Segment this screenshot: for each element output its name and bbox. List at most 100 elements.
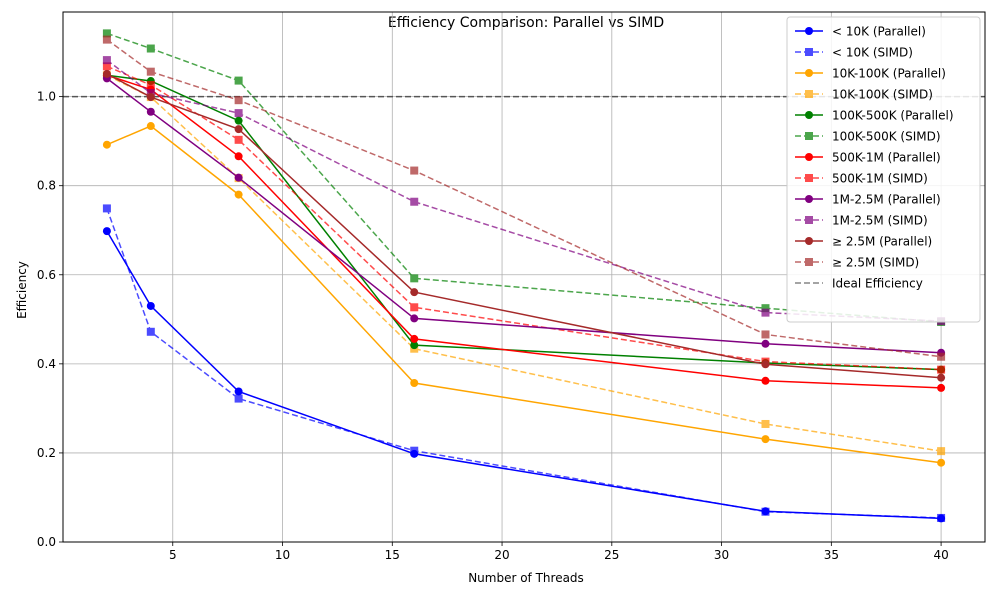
legend-label: 10K-100K (Parallel) — [832, 67, 946, 81]
legend-label: ≥ 2.5M (Parallel) — [832, 235, 932, 249]
legend-entry — [795, 258, 823, 266]
legend-entry — [795, 216, 823, 224]
data-point — [937, 458, 946, 467]
series-line — [106, 74, 942, 371]
data-point — [102, 56, 111, 65]
data-point — [102, 29, 111, 38]
x-tick-label: 20 — [494, 548, 509, 562]
data-point — [761, 330, 770, 339]
data-point — [761, 339, 770, 348]
legend-entry — [795, 69, 823, 77]
legend-marker — [805, 48, 813, 56]
plot-frame — [62, 11, 986, 543]
data-point — [146, 327, 155, 336]
y-tick-label: 0.2 — [37, 446, 56, 460]
series-line — [106, 38, 942, 358]
legend-label: 1M-2.5M (SIMD) — [832, 214, 928, 228]
data-point — [146, 44, 155, 53]
series-line — [106, 208, 942, 519]
x-tick-label: 15 — [385, 548, 400, 562]
y-tick-label: 0.0 — [37, 535, 56, 549]
series-lines — [102, 29, 946, 523]
series-line — [106, 125, 942, 464]
data-point — [146, 93, 155, 102]
data-point — [146, 89, 155, 98]
data-point — [410, 446, 419, 455]
data-point — [937, 352, 946, 361]
legend-label: Ideal Efficiency — [832, 277, 923, 291]
data-point — [761, 360, 770, 369]
data-point — [761, 419, 770, 428]
data-point — [937, 383, 946, 392]
data-point — [410, 303, 419, 312]
legend-marker — [805, 90, 813, 98]
data-point — [761, 507, 770, 516]
x-tick-label: 40 — [933, 548, 948, 562]
data-point — [146, 81, 155, 90]
data-point — [410, 314, 419, 323]
legend-marker — [805, 132, 813, 140]
y-tick-label: 0.8 — [37, 179, 56, 193]
series-line — [106, 65, 942, 371]
data-point — [410, 274, 419, 283]
data-point — [234, 173, 243, 182]
data-point — [761, 435, 770, 444]
data-point — [234, 394, 243, 403]
legend-marker — [805, 195, 813, 203]
data-point — [410, 166, 419, 175]
data-point — [102, 227, 111, 236]
series-line — [106, 73, 942, 379]
legend-box — [786, 16, 981, 323]
x-tick-label: 5 — [169, 548, 177, 562]
y-tick-label: 1.0 — [37, 90, 56, 104]
data-point — [102, 204, 111, 213]
legend-label: 10K-100K (SIMD) — [832, 88, 933, 102]
legend-entry — [795, 132, 823, 140]
data-point — [234, 190, 243, 199]
data-point — [146, 122, 155, 131]
chart-title: Efficiency Comparison: Parallel vs SIMD — [388, 15, 664, 31]
data-point — [937, 365, 946, 374]
legend-entry — [795, 174, 823, 182]
x-tick-label: 10 — [275, 548, 290, 562]
series-1 — [102, 204, 946, 522]
data-point — [234, 135, 243, 144]
y-tick-label: 0.4 — [37, 357, 56, 371]
data-point — [234, 109, 243, 118]
y-axis-label: Efficiency — [15, 261, 29, 319]
series-11 — [102, 35, 946, 361]
data-point — [146, 301, 155, 310]
legend-marker — [805, 111, 813, 119]
legend-marker — [805, 174, 813, 182]
legend-label: 500K-1M (Parallel) — [832, 151, 941, 165]
legend-entry — [795, 153, 823, 161]
x-axis-label: Number of Threads — [468, 571, 584, 585]
legend-marker — [805, 216, 813, 224]
data-point — [761, 376, 770, 385]
legend-label: ≥ 2.5M (SIMD) — [832, 256, 919, 270]
data-point — [234, 76, 243, 85]
legend: < 10K (Parallel) < 10K (SIMD) 10K-100K (Pa… — [786, 16, 981, 323]
axis-ticks: 5 10 15 20 25 30 35 40 0.0 0.2 0.4 0.6 0.8 1.0 — [37, 90, 949, 562]
data-point — [410, 379, 419, 387]
legend-entry — [795, 90, 823, 98]
series-line — [106, 77, 942, 354]
x-tick-label: 35 — [824, 548, 839, 562]
data-point — [410, 197, 419, 206]
legend-label: < 10K (SIMD) — [832, 46, 913, 60]
legend-marker — [805, 237, 813, 245]
data-point — [102, 140, 111, 149]
legend-label: 1M-2.5M (Parallel) — [832, 193, 941, 207]
data-point — [234, 116, 243, 125]
data-point — [410, 341, 419, 350]
legend-entry — [795, 48, 823, 56]
legend-label: 100K-500K (SIMD) — [832, 130, 941, 144]
y-tick-label: 0.6 — [37, 268, 56, 282]
data-point — [102, 62, 111, 71]
legend-entry — [795, 195, 823, 203]
data-point — [102, 35, 111, 44]
x-tick-label: 30 — [714, 548, 729, 562]
legend-marker — [805, 69, 813, 77]
series-10 — [102, 69, 946, 382]
